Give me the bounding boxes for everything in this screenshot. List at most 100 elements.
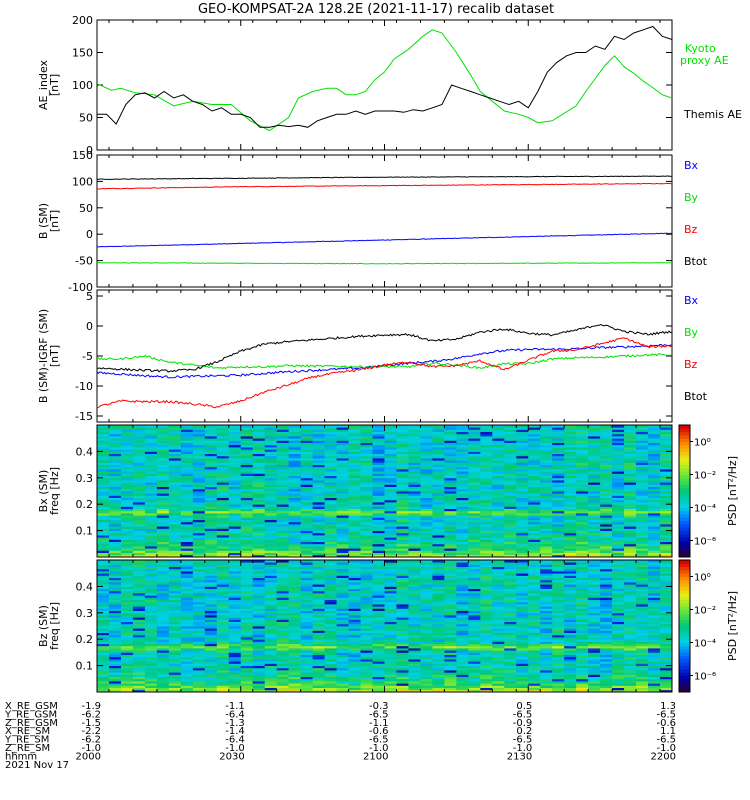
spectrogram-cell <box>396 442 409 446</box>
spectrogram-cell <box>360 475 373 479</box>
spectrogram-cell <box>504 447 517 450</box>
spectrogram-cell <box>97 623 110 627</box>
spectrogram-cell <box>384 436 397 439</box>
spectrogram-cell <box>576 466 589 470</box>
spectrogram-cell <box>372 502 385 505</box>
spectrogram-cell <box>252 462 266 465</box>
spectrogram-cell <box>240 436 254 439</box>
spectrogram-cell <box>408 488 421 492</box>
spectrogram-cell <box>300 451 314 454</box>
spectrogram-cell <box>264 612 278 616</box>
spectrogram-cell <box>384 656 397 660</box>
spectrogram-cell <box>612 504 625 507</box>
spectrogram-cell <box>336 663 349 666</box>
colorbar-tick-label: 10⁻⁴ <box>694 504 716 515</box>
spectrogram-cell <box>204 562 218 565</box>
spectrogram-cell <box>504 488 517 492</box>
spectrogram-cell <box>312 440 326 443</box>
spectrogram-cell <box>420 599 433 603</box>
colorbar-step <box>679 530 690 535</box>
spectrogram-cell <box>648 475 661 479</box>
spectrogram-cell <box>564 502 577 505</box>
spectrogram-cell <box>312 687 326 691</box>
spectrogram-cell <box>396 586 409 589</box>
spectrogram-cell <box>252 526 266 529</box>
spectrogram-cell <box>276 535 290 538</box>
spectrogram-cell <box>288 528 302 531</box>
spectrogram-cell <box>432 617 445 620</box>
spectrogram-cell <box>252 530 266 534</box>
spectrogram-cell <box>588 451 601 454</box>
spectrogram-cell <box>456 427 469 430</box>
spectrogram-cell <box>372 473 385 476</box>
spectrogram-cell <box>528 493 541 496</box>
spectrogram-cell <box>156 482 170 485</box>
spectrogram-cell <box>396 630 409 633</box>
spectrogram-cell <box>456 504 469 507</box>
spectrogram-cell <box>264 654 278 658</box>
spectrogram-cell <box>216 659 230 662</box>
spectrogram-cell <box>336 621 349 625</box>
spectrogram-cell <box>468 537 481 540</box>
spectrogram-cell <box>384 597 397 600</box>
spectrogram-cell <box>168 508 182 512</box>
spectrogram-cell <box>264 593 278 596</box>
spectrogram-cell <box>228 689 242 693</box>
spectrogram-cell <box>108 654 122 658</box>
spectrogram-cell <box>480 521 493 525</box>
spectrogram-cell <box>216 510 230 514</box>
spectrogram-cell <box>97 566 110 570</box>
spectrogram-cell <box>252 469 266 472</box>
spectrogram-cell <box>348 440 361 443</box>
spectrogram-cell <box>97 550 110 553</box>
spectrogram-cell <box>156 491 170 494</box>
spectrogram-cell <box>144 608 158 611</box>
spectrogram-cell <box>228 674 242 677</box>
spectrogram-cell <box>372 593 385 596</box>
spectrogram-cell <box>120 460 134 463</box>
spectrogram-cell <box>348 482 361 485</box>
spectrogram-cell <box>372 639 385 642</box>
spectrogram-cell <box>408 506 421 509</box>
spectrogram-cell <box>144 670 158 673</box>
spectrogram-cell <box>120 475 134 479</box>
spectrogram-cell <box>372 612 385 616</box>
spectrogram-cell <box>300 564 314 567</box>
spectrogram-cell <box>216 453 230 457</box>
spectrogram-cell <box>156 588 170 592</box>
spectrogram-cell <box>372 595 385 598</box>
spectrogram-cell <box>264 524 278 527</box>
spectrogram-cell <box>336 595 349 598</box>
spectrogram-cell <box>432 513 445 516</box>
spectrogram-cell <box>204 681 218 684</box>
spectrogram-cell <box>516 517 529 520</box>
spectrogram-cell <box>408 597 421 600</box>
spectrogram-cell <box>360 493 373 496</box>
spectrogram-cell <box>408 447 421 450</box>
spectrogram-cell <box>144 493 158 496</box>
spectrogram-cell <box>312 535 326 538</box>
spectrogram-cell <box>108 575 122 578</box>
spectrogram-cell <box>564 508 577 512</box>
spectrogram-cell <box>324 601 337 605</box>
spectrogram-cell <box>324 440 337 443</box>
spectrogram-cell <box>168 619 182 622</box>
spectrogram-cell <box>132 464 146 468</box>
panel-bxspec: 0.10.20.30.4Bx (SM)freq [Hz]10⁰10⁻²10⁻⁴1… <box>37 424 739 558</box>
spectrogram-cell <box>132 546 146 549</box>
spectrogram-cell <box>384 617 397 620</box>
spectrogram-cell <box>132 597 146 600</box>
spectrogram-cell <box>240 543 254 547</box>
spectrogram-cell <box>132 506 146 509</box>
spectrogram-cell <box>612 554 625 558</box>
spectrogram-cell <box>324 524 337 527</box>
spectrogram-cell <box>336 659 349 662</box>
spectrogram-cell <box>444 519 457 523</box>
spectrogram-cell <box>156 484 170 487</box>
spectrogram-cell <box>300 571 314 574</box>
spectrogram-cell <box>228 495 242 498</box>
spectrogram-cell <box>576 458 589 461</box>
spectrogram-cell <box>396 521 409 525</box>
spectrogram-cell <box>504 484 517 487</box>
